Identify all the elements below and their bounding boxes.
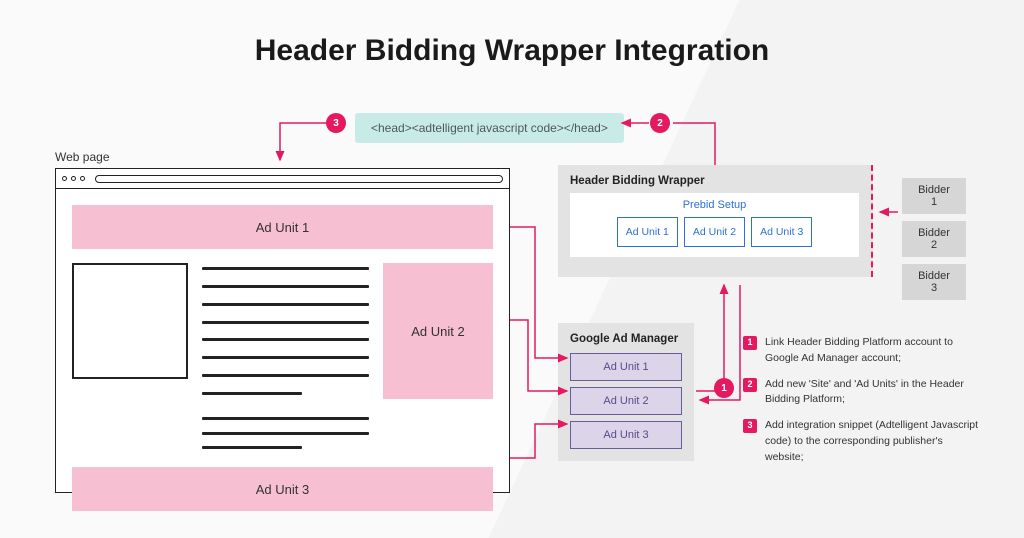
image-placeholder [72, 263, 188, 379]
ad-unit-2: Ad Unit 2 [383, 263, 493, 399]
hbw-title: Header Bidding Wrapper [570, 175, 859, 187]
step-badge: 1 [743, 336, 757, 350]
browser-mock: Ad Unit 1 Ad Unit 2 Ad Unit 3 [55, 168, 510, 493]
gam-ad-unit: Ad Unit 3 [570, 421, 682, 449]
code-snippet-box: <head><adtelligent javascript code></hea… [355, 113, 624, 143]
text-lines-placeholder [202, 413, 369, 453]
bidders-list: Bidder 1 Bidder 2 Bidder 3 [902, 178, 966, 300]
window-dot-icon [62, 176, 67, 181]
url-bar [95, 175, 503, 183]
gam-ad-unit: Ad Unit 1 [570, 353, 682, 381]
prebid-ad-unit: Ad Unit 3 [751, 217, 812, 247]
prebid-ad-unit: Ad Unit 2 [684, 217, 745, 247]
browser-chrome [56, 169, 509, 189]
text-lines-placeholder [202, 263, 369, 399]
gam-ad-unit: Ad Unit 2 [570, 387, 682, 415]
arrow-badge-1: 1 [714, 378, 734, 398]
window-dot-icon [71, 176, 76, 181]
step-item: 1 Link Header Bidding Platform account t… [743, 335, 983, 367]
arrow-badge-3: 3 [326, 113, 346, 133]
diagram-title: Header Bidding Wrapper Integration [0, 34, 1024, 68]
bidder-item: Bidder 1 [902, 178, 966, 214]
step-badge: 3 [743, 419, 757, 433]
step-item: 2 Add new 'Site' and 'Ad Units' in the H… [743, 377, 983, 409]
prebid-ad-unit: Ad Unit 1 [617, 217, 678, 247]
ad-unit-1: Ad Unit 1 [72, 205, 493, 249]
gam-title: Google Ad Manager [570, 333, 682, 345]
bidder-item: Bidder 3 [902, 264, 966, 300]
prebid-setup-box: Prebid Setup Ad Unit 1 Ad Unit 2 Ad Unit… [570, 193, 859, 257]
step-badge: 2 [743, 378, 757, 392]
steps-legend: 1 Link Header Bidding Platform account t… [743, 335, 983, 475]
google-ad-manager-panel: Google Ad Manager Ad Unit 1 Ad Unit 2 Ad… [558, 323, 694, 461]
window-dot-icon [80, 176, 85, 181]
step-item: 3 Add integration snippet (Adtelligent J… [743, 418, 983, 465]
arrow-badge-2: 2 [650, 113, 670, 133]
webpage-label: Web page [55, 150, 110, 164]
browser-body: Ad Unit 1 Ad Unit 2 Ad Unit 3 [56, 189, 509, 523]
step-text: Add new 'Site' and 'Ad Units' in the Hea… [765, 377, 983, 409]
prebid-title: Prebid Setup [578, 199, 851, 211]
step-text: Link Header Bidding Platform account to … [765, 335, 983, 367]
ad-unit-3: Ad Unit 3 [72, 467, 493, 511]
bidder-item: Bidder 2 [902, 221, 966, 257]
header-bidding-wrapper-panel: Header Bidding Wrapper Prebid Setup Ad U… [558, 165, 873, 277]
step-text: Add integration snippet (Adtelligent Jav… [765, 418, 983, 465]
